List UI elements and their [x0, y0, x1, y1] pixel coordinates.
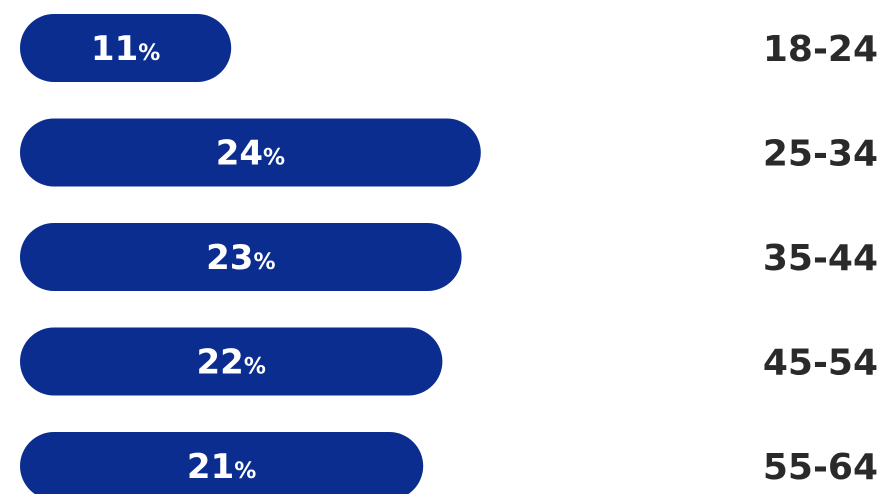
bar-35-44: [20, 223, 462, 291]
category-label-45-54: 45-54: [763, 343, 878, 384]
bar-value-percent-sign: %: [263, 146, 285, 171]
bar-value-percent-sign: %: [253, 250, 275, 275]
bars-layer: 11%24%23%22%21%: [20, 14, 481, 494]
category-label-25-34: 25-34: [763, 134, 878, 175]
bar-value-number: 11: [91, 29, 138, 69]
bar-value-number: 24: [216, 134, 263, 174]
bar-value-label-18-24: 11%: [91, 29, 160, 69]
category-label-55-64: 55-64: [763, 447, 878, 488]
bar-value-number: 21: [187, 447, 234, 487]
bar-value-percent-sign: %: [244, 355, 266, 380]
bar-value-number: 23: [206, 238, 253, 278]
bar-value-number: 22: [197, 343, 244, 383]
bar-45-54: [20, 327, 443, 396]
category-label-18-24: 18-24: [763, 29, 878, 70]
bar-25-34: [20, 118, 481, 187]
category-labels-layer: 18-24 25-34 35-44 45-54 55-64: [763, 29, 878, 488]
bar-value-percent-sign: %: [234, 459, 256, 484]
bar-18-24: [20, 14, 232, 82]
bar-value-percent-sign: %: [138, 41, 160, 66]
bar-value-label-25-34: 24%: [216, 134, 285, 174]
bar-55-64: [20, 432, 424, 494]
bar-value-label-45-54: 22%: [197, 343, 266, 383]
bar-value-label-35-44: 23%: [206, 238, 275, 278]
category-label-35-44: 35-44: [763, 238, 878, 279]
bar-value-label-55-64: 21%: [187, 447, 256, 487]
